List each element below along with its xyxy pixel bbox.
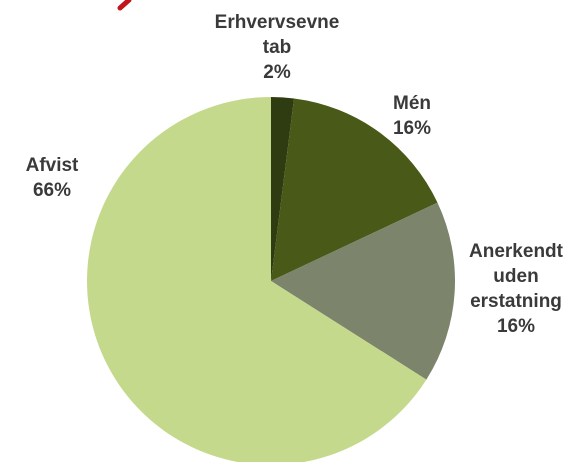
slice-value-text: 2%: [263, 62, 291, 83]
corner-red-stroke: [117, 0, 132, 11]
pie-slice-anerkendt-uden-erstatning: [271, 202, 456, 380]
slice-value-text: 16%: [393, 118, 431, 139]
slice-labels: Erhvervsevne tab 2% Mén 16% Anerkendt uden erst…: [26, 12, 564, 337]
slice-label-line: Anerkendt: [469, 241, 564, 262]
slice-label-erhvervsevne-tab: Erhvervsevne tab 2%: [215, 12, 340, 83]
slice-value-text: 66%: [33, 180, 71, 201]
slice-value-text: 16%: [497, 316, 535, 337]
pie-slices: [87, 97, 456, 462]
slice-label-line: tab: [263, 37, 292, 58]
slice-label-line: Erhvervsevne: [215, 12, 340, 33]
slice-label-mén: Mén 16%: [393, 93, 431, 139]
slice-label-anerkendt-uden-erstatning: Anerkendt uden erstatning 16%: [469, 241, 564, 337]
pie-slice-afvist: [87, 97, 427, 462]
slice-label-line: erstatning: [470, 291, 562, 312]
pie-slice-erhvervsevne-tab: [271, 97, 295, 281]
slice-label-line: uden: [493, 266, 538, 287]
pie-slice-mén: [271, 98, 438, 281]
slice-label-line: Mén: [393, 93, 431, 114]
slice-label-line: Afvist: [26, 155, 79, 176]
slice-label-afvist: Afvist 66%: [26, 155, 79, 201]
